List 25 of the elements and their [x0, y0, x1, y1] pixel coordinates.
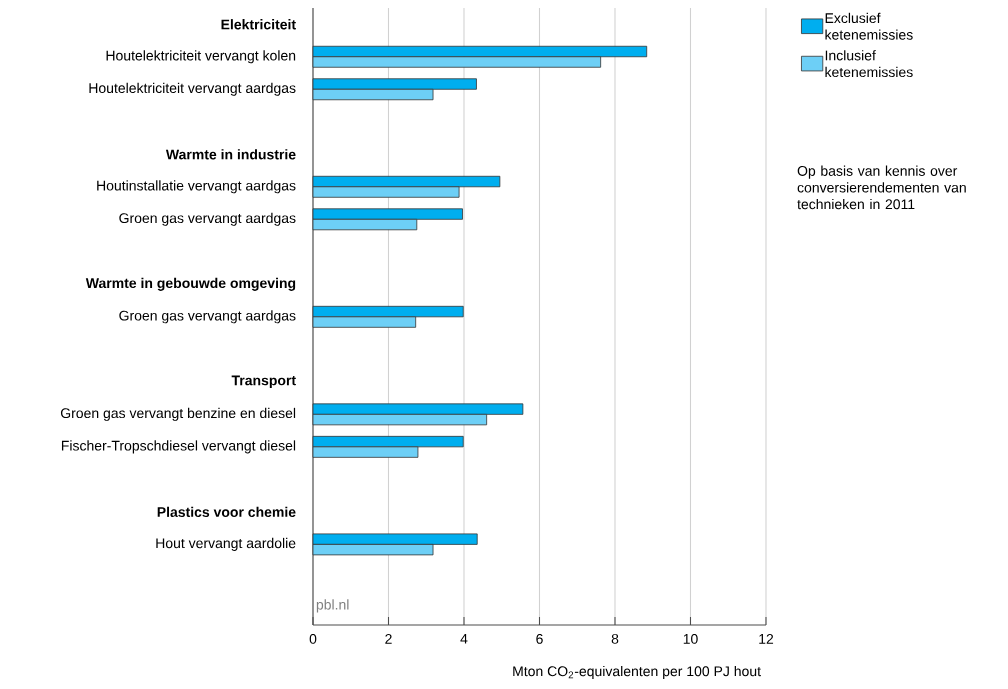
y-tick-label: Fischer-Tropschdiesel vervangt diesel: [61, 440, 296, 454]
x-tick-label: 4: [460, 633, 468, 644]
text: pbl.nl: [316, 599, 349, 613]
y-tick-label: Groen gas vervangt aardgas: [119, 310, 296, 324]
y-tick-label: Houtelektriciteit vervangt kolen: [106, 50, 296, 64]
y-tick-label: Houtelektriciteit vervangt aardgas: [89, 82, 296, 96]
y-tick-label: Plastics voor chemie: [157, 506, 296, 518]
legend-label: Inclusief ketenemissies: [825, 50, 913, 78]
x-axis-title: Mton CO$_{2}$-equivalenten per 100 PJ hout: [513, 665, 761, 679]
y-tick-label: Hout vervangt aardolie: [156, 537, 296, 551]
text: Op basis van kennis over conversierendementen van technieken in 2011: [797, 165, 966, 210]
x-tick-label: 12: [759, 633, 774, 644]
y-tick-label: Groen gas vervangt benzine en diesel: [60, 407, 296, 421]
x-tick-label: 6: [536, 633, 543, 644]
x-tick-label: 0: [309, 633, 317, 644]
x-tick-label: 2: [385, 633, 392, 644]
y-tick-label: Elektriciteit: [221, 19, 296, 30]
y-tick-label: Groen gas vervangt aardgas: [119, 212, 296, 226]
x-tick-label: 10: [683, 633, 698, 644]
legend-label: Exclusief ketenemissies: [825, 12, 913, 40]
y-tick-label: Warmte in gebouwde omgeving: [85, 277, 296, 291]
x-tick-label: 8: [611, 633, 619, 644]
y-tick-label: Warmte in industrie: [165, 149, 296, 160]
y-tick-label: Houtinstallatie vervangt aardgas: [97, 180, 296, 194]
y-tick-label: Transport: [231, 375, 296, 389]
